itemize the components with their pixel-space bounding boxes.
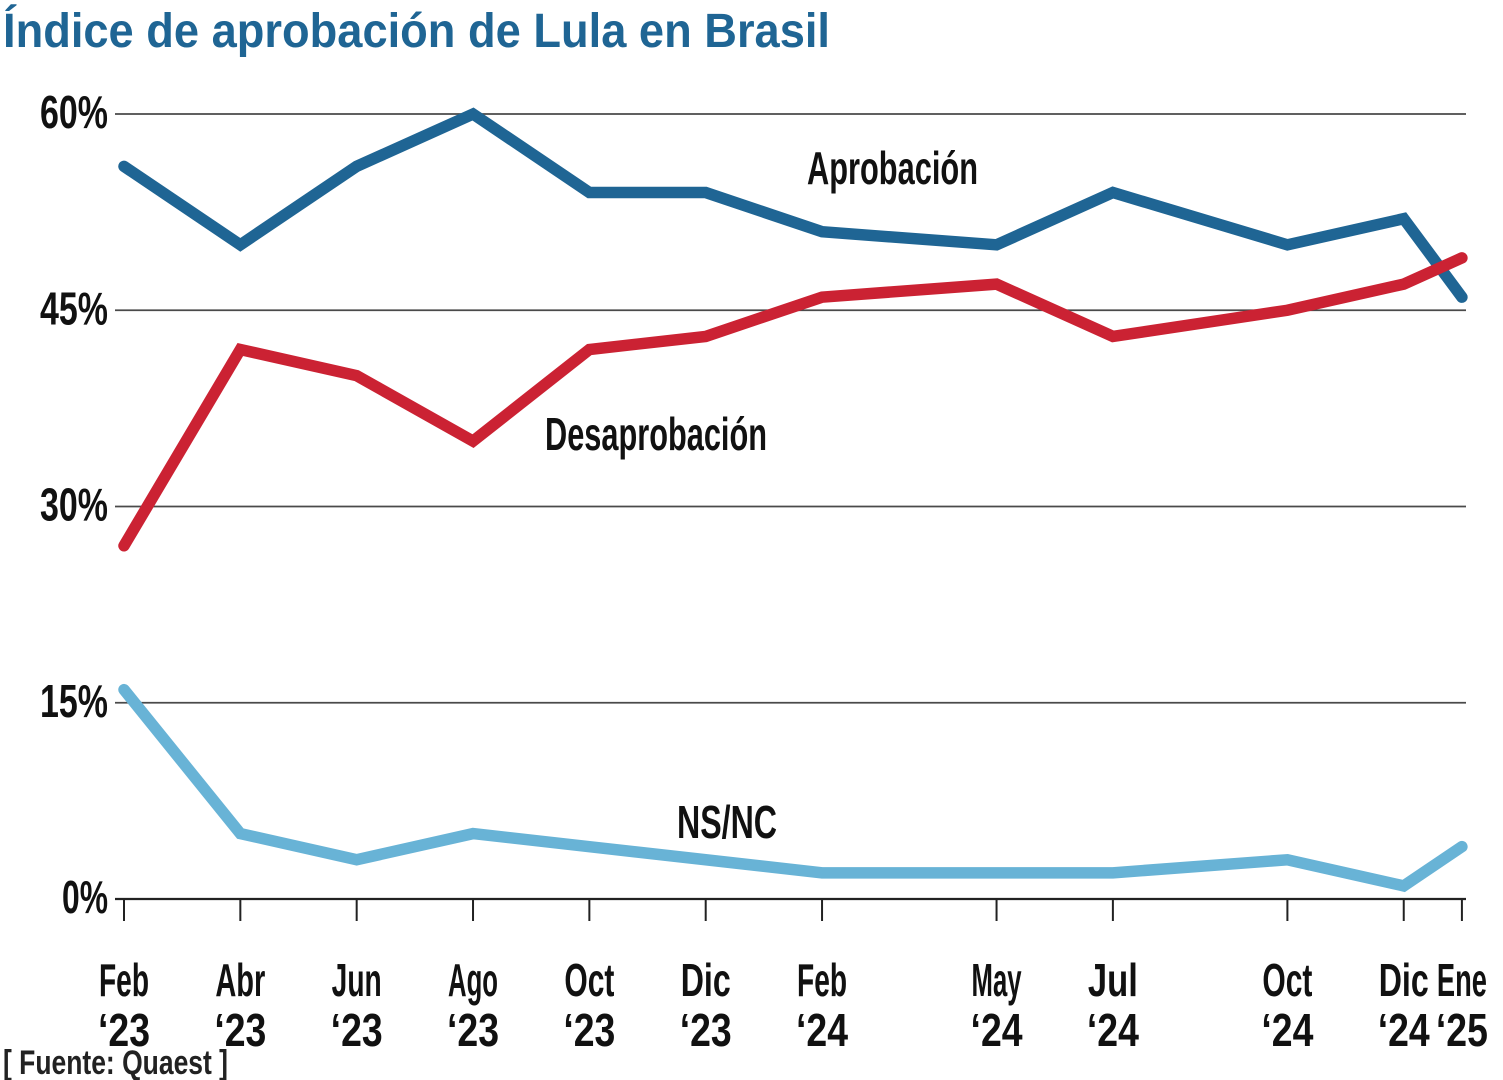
x-tick-year-1: ‘23 (214, 1004, 266, 1056)
x-tick-year-8: ‘24 (1087, 1004, 1139, 1056)
x-tick-month-8: Jul (1088, 954, 1138, 1006)
y-tick-label-60: 60% (40, 86, 108, 138)
x-tick-month-9: Oct (1262, 954, 1312, 1006)
x-tick-month-2: Jun (332, 954, 382, 1006)
line-desaprobaci-n (118, 252, 1468, 552)
y-tick-label-0: 0% (62, 871, 108, 923)
series-label-desaprobacion: Desaprobación (545, 408, 767, 460)
x-tick-year-5: ‘23 (680, 1004, 732, 1056)
y-tick-label-15: 15% (40, 675, 108, 727)
x-tick-year-3: ‘23 (447, 1004, 499, 1056)
y-tick-label-30: 30% (40, 479, 108, 531)
series-label-aprobacion: Aprobación (807, 142, 978, 194)
x-tick-year-6: ‘24 (796, 1004, 848, 1056)
x-tick-year-0: ‘23 (98, 1004, 150, 1056)
x-tick-year-10: ‘24 (1378, 1004, 1430, 1056)
x-tick-month-6: Feb (797, 954, 847, 1006)
x-tick-year-9: ‘24 (1261, 1004, 1313, 1056)
x-tick-month-3: Ago (448, 954, 498, 1006)
x-tick-month-10: Dic (1379, 954, 1429, 1006)
x-tick-month-7: May (972, 954, 1022, 1006)
series-label-nsnc: NS/NC (677, 796, 777, 848)
x-tick-month-5: Dic (681, 954, 731, 1006)
x-tick-year-7: ‘24 (971, 1004, 1023, 1056)
x-tick-year-4: ‘23 (563, 1004, 615, 1056)
x-tick-year-2: ‘23 (331, 1004, 383, 1056)
y-tick-label-45: 45% (40, 282, 108, 334)
source-note: [ Fuente: Quaest ] (3, 1044, 228, 1080)
x-tick-month-1: Abr (215, 954, 265, 1006)
x-tick-month-4: Oct (564, 954, 614, 1006)
series-layer (118, 107, 1468, 893)
x-axis: Feb‘23Abr‘23Jun‘23Ago‘23Oct‘23Dic‘23Feb‘… (98, 899, 1488, 1056)
line-aprobaci-n (118, 107, 1468, 303)
x-tick-month-0: Feb (99, 954, 149, 1006)
x-tick-year-11: ‘25 (1436, 1004, 1488, 1056)
x-tick-month-11: Ene (1437, 954, 1487, 1006)
line-ns-nc (118, 683, 1468, 893)
page-title: Índice de aprobación de Lula en Brasil (3, 4, 830, 58)
